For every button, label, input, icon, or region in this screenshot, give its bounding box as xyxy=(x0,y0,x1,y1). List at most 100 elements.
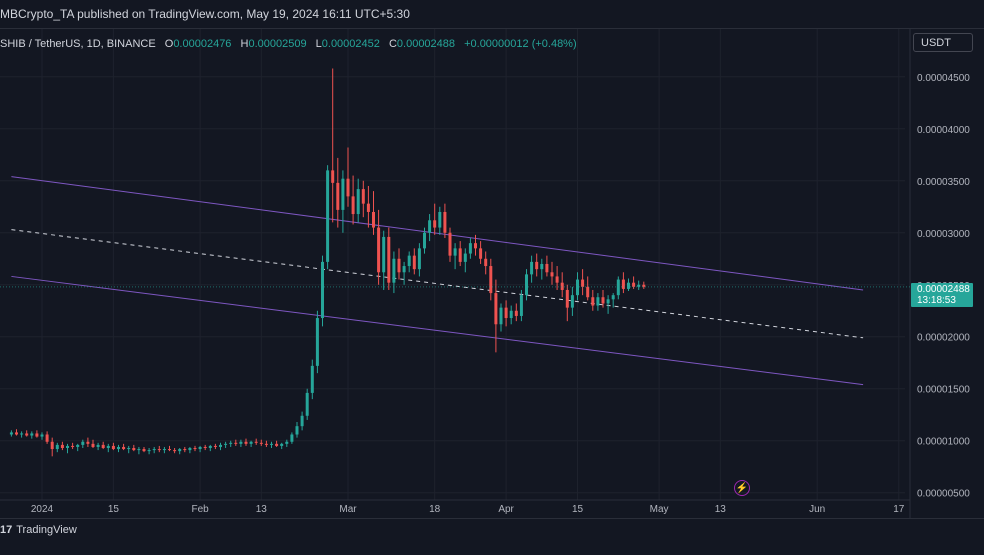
price-tick-label: 0.00004000 xyxy=(917,125,970,136)
symbol-label: SHIB / TetherUS, 1D, BINANCE xyxy=(0,38,156,50)
candle-body xyxy=(285,441,289,444)
candle-body xyxy=(127,448,131,450)
price-tick-label: 0.00000500 xyxy=(917,489,970,500)
candle-body xyxy=(219,444,222,447)
candle-body xyxy=(555,276,559,283)
candle-body xyxy=(616,279,620,296)
tradingview-logo-icon: 17 xyxy=(0,524,13,536)
candle-body xyxy=(586,286,590,298)
candle-body xyxy=(356,189,360,215)
candle-body xyxy=(9,432,13,435)
candle-body xyxy=(275,443,279,446)
price-tick-label: 0.00002000 xyxy=(917,333,970,344)
open-label: O xyxy=(164,38,174,50)
candle-body xyxy=(341,178,345,210)
published-header: AMBCrypto_TA published on TradingView.co… xyxy=(0,0,984,29)
candle-body xyxy=(632,282,636,287)
time-tick-label: 15 xyxy=(108,504,120,515)
candle-body xyxy=(438,211,442,228)
candle-body xyxy=(387,236,391,283)
candle-body xyxy=(244,441,248,444)
candle-body xyxy=(157,449,161,451)
candle-body xyxy=(321,261,324,319)
candle-body xyxy=(183,449,187,451)
candle-body xyxy=(203,446,207,449)
candle-body xyxy=(366,203,370,212)
candle-body xyxy=(234,442,238,444)
candle-body xyxy=(361,189,365,204)
time-tick-label: 17 xyxy=(893,504,905,515)
candle-body xyxy=(351,196,355,215)
candle-body xyxy=(122,446,126,450)
candle-body xyxy=(611,295,615,300)
candle-body xyxy=(66,445,69,449)
candle-body xyxy=(423,232,426,249)
candle-body xyxy=(295,426,299,435)
candle-body xyxy=(392,258,396,283)
candle-body xyxy=(111,445,115,450)
candle-body xyxy=(504,307,508,319)
candle-body xyxy=(117,446,120,450)
brand-name: TradingView xyxy=(16,524,77,536)
time-tick-label: May xyxy=(650,504,669,515)
candle-body xyxy=(264,443,268,445)
candle-body xyxy=(132,448,136,451)
candle-body xyxy=(315,318,319,366)
candle-body xyxy=(162,449,166,451)
candle-body xyxy=(535,261,539,270)
candles-series xyxy=(0,68,910,457)
price-tick-label: 0.00001500 xyxy=(917,385,970,396)
candle-body xyxy=(208,445,212,449)
time-tick-label: Mar xyxy=(339,504,357,515)
currency-button[interactable]: USDT xyxy=(913,33,973,52)
candle-body xyxy=(489,266,493,294)
candle-body xyxy=(15,432,18,435)
candle-body xyxy=(101,444,105,449)
time-tick-label: 15 xyxy=(572,504,584,515)
candle-body xyxy=(45,434,49,442)
candle-body xyxy=(428,220,432,233)
lightning-icon[interactable]: ⚡ xyxy=(734,480,750,496)
tradingview-logo: 17 TradingView xyxy=(0,524,77,536)
price-tick-label: 0.00001000 xyxy=(917,437,970,448)
candle-body xyxy=(407,255,411,267)
time-axis: 2024 15 Feb 13 Mar 18 Apr 15 May 13 Jun 17 xyxy=(31,504,905,515)
regression-channel xyxy=(11,176,864,386)
candle-body xyxy=(326,170,330,262)
candle-body xyxy=(601,297,605,304)
footer-bar xyxy=(0,518,984,555)
candle-body xyxy=(30,433,34,436)
candle-body xyxy=(106,445,110,449)
time-tick-label: Jun xyxy=(809,504,825,515)
candle-body xyxy=(142,449,146,452)
time-tick-label: 13 xyxy=(715,504,727,515)
low-value: 0.00002452 xyxy=(321,38,380,50)
candle-body xyxy=(193,448,197,450)
time-tick-label: Apr xyxy=(498,504,514,515)
candle-body xyxy=(581,279,585,287)
candle-body xyxy=(40,434,44,437)
candle-body xyxy=(433,220,437,228)
candle-body xyxy=(86,441,90,444)
candle-body xyxy=(596,297,600,306)
candle-body xyxy=(331,170,335,183)
candle-body xyxy=(81,441,85,445)
candle-body xyxy=(397,258,401,273)
candle-body xyxy=(509,310,513,319)
candle-body xyxy=(642,284,646,287)
candle-body xyxy=(290,434,294,442)
channel-upper-line xyxy=(11,176,864,291)
candle-body xyxy=(76,444,80,447)
candle-body xyxy=(402,266,406,273)
candle-body xyxy=(35,433,39,437)
candle-body xyxy=(310,365,314,393)
candle-body xyxy=(224,443,228,445)
candle-body xyxy=(458,248,462,262)
candle-body xyxy=(474,243,477,249)
candle-body xyxy=(259,442,263,444)
candle-body xyxy=(270,443,273,445)
candle-body xyxy=(198,446,202,450)
candle-body xyxy=(137,449,141,451)
candle-body xyxy=(91,443,95,447)
